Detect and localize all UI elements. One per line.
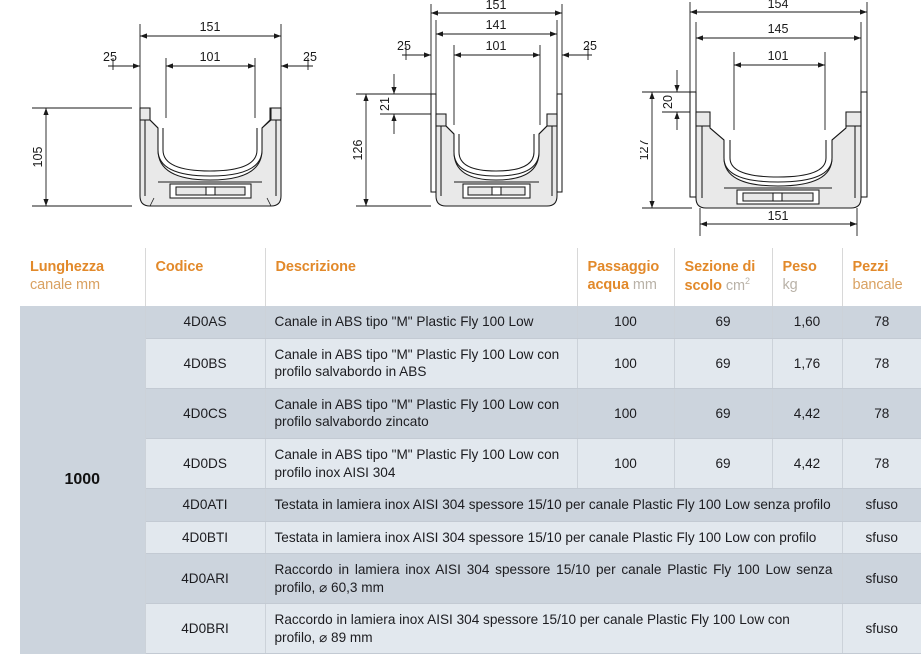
col-header-lunghezza: Lunghezza canale mm xyxy=(20,248,146,307)
dim-base-width-151: 151 xyxy=(768,209,789,223)
table-row: 4D0BRI Raccordo in lamiera inox AISI 304 … xyxy=(20,603,921,655)
cell-sezione-scolo: 69 xyxy=(674,438,773,490)
cell-passaggio-acqua: 100 xyxy=(577,306,675,339)
cell-passaggio-acqua: 100 xyxy=(577,388,675,440)
cell-pezzi-bancale: 78 xyxy=(842,338,921,389)
dim-profile-height-20: 20 xyxy=(661,95,675,109)
cell-sezione-scolo: 69 xyxy=(674,306,773,339)
cell-codice: 4D0BS xyxy=(145,338,266,389)
technical-drawings-band: 151 101 25 25 xyxy=(0,0,921,243)
col-header-sezione-main: Sezione di xyxy=(684,259,756,275)
cell-peso: 1,60 xyxy=(772,306,843,339)
col-header-sezione-unit: cm xyxy=(725,278,745,295)
table-row: 4D0BTI Testata in lamiera inox AISI 304 s… xyxy=(20,521,921,555)
col-header-sezione-scolo: Sezione di scolo cm2 xyxy=(674,248,773,307)
cell-descrizione: Testata in lamiera inox AISI 304 spessor… xyxy=(265,488,843,522)
cell-descrizione: Raccordo in lamiera inox AISI 304 spesso… xyxy=(265,603,843,655)
col-header-passaggio-main: Passaggio xyxy=(587,259,660,275)
table-row: 1000 4D0AS Canale in ABS tipo "M" Plastic … xyxy=(20,306,921,654)
table-body: 1000 4D0AS Canale in ABS tipo "M" Plastic … xyxy=(20,306,921,655)
col-header-sezione-unit-sup: 2 xyxy=(744,276,750,287)
col-header-lunghezza-sub: canale mm xyxy=(30,277,101,294)
cell-passaggio-acqua: 100 xyxy=(577,338,675,389)
cell-codice: 4D0DS xyxy=(145,438,266,490)
dim-profile-height-21: 21 xyxy=(378,97,392,111)
drawing-1-cross-section-channel-low: 151 101 25 25 xyxy=(0,0,350,243)
col-header-passaggio-acqua: Passaggio acqua mm xyxy=(577,248,675,307)
col-header-codice-main: Codice xyxy=(155,259,204,275)
table-row: 4D0BS Canale in ABS tipo "M" Plastic Fly … xyxy=(20,338,921,389)
dim-inner-width-101: 101 xyxy=(768,49,789,63)
cell-pezzi-bancale: 78 xyxy=(842,306,921,339)
table-header: Lunghezza canale mm Codice Descrizione P… xyxy=(20,248,921,307)
col-header-descrizione-main: Descrizione xyxy=(275,259,356,275)
cell-sezione-scolo: 69 xyxy=(674,338,773,389)
drawing-3-cross-section-with-stainless-profile: 154 145 101 xyxy=(640,0,921,243)
cell-passaggio-acqua: 100 xyxy=(577,438,675,490)
cell-pezzi-bancale: sfuso xyxy=(842,488,921,522)
col-header-pezzi: Pezzi bancale xyxy=(842,248,921,307)
col-header-lunghezza-main: Lunghezza xyxy=(30,259,105,275)
dim-total-width-154: 154 xyxy=(768,0,789,11)
dim-total-width-151: 151 xyxy=(200,20,221,34)
cell-codice: 4D0AS xyxy=(145,306,266,339)
cell-descrizione: Raccordo in lamiera inox AISI 304 spesso… xyxy=(265,553,843,605)
product-spec-table-wrapper: Lunghezza canale mm Codice Descrizione P… xyxy=(20,248,921,655)
dim-total-width-151: 151 xyxy=(486,0,507,12)
cell-descrizione: Canale in ABS tipo "M" Plastic Fly 100 L… xyxy=(265,338,578,389)
cell-pezzi-bancale: sfuso xyxy=(842,603,921,655)
col-header-peso: Peso kg xyxy=(772,248,843,307)
dim-height-126: 126 xyxy=(351,140,365,161)
dim-inner-width-101: 101 xyxy=(486,39,507,53)
cell-codice: 4D0ATI xyxy=(145,488,266,522)
product-spec-table: Lunghezza canale mm Codice Descrizione P… xyxy=(20,248,921,655)
cell-descrizione: Canale in ABS tipo "M" Plastic Fly 100 L… xyxy=(265,306,578,339)
dim-left-edge-25: 25 xyxy=(103,50,117,64)
col-header-passaggio-unit: mm xyxy=(632,277,657,294)
cell-descrizione: Canale in ABS tipo "M" Plastic Fly 100 L… xyxy=(265,438,578,490)
cell-codice: 4D0CS xyxy=(145,388,266,440)
col-header-codice: Codice xyxy=(145,248,266,307)
cell-peso: 4,42 xyxy=(772,388,843,440)
dim-right-edge-25: 25 xyxy=(583,39,597,53)
dim-profile-width-145: 145 xyxy=(768,22,789,36)
cell-pezzi-bancale: sfuso xyxy=(842,553,921,605)
col-header-descrizione: Descrizione xyxy=(265,248,578,307)
cell-descrizione: Testata in lamiera inox AISI 304 spessor… xyxy=(265,521,843,555)
cell-pezzi-bancale: sfuso xyxy=(842,521,921,555)
col-header-peso-unit: kg xyxy=(782,277,798,294)
col-header-passaggio-strong: acqua xyxy=(587,277,630,294)
dim-right-edge-25: 25 xyxy=(303,50,317,64)
cell-descrizione: Canale in ABS tipo "M" Plastic Fly 100 L… xyxy=(265,388,578,440)
dim-height-105: 105 xyxy=(31,147,45,168)
cell-codice: 4D0ARI xyxy=(145,553,266,605)
table-header-row: Lunghezza canale mm Codice Descrizione P… xyxy=(20,248,921,307)
dim-profile-width-141: 141 xyxy=(486,18,507,32)
cell-peso: 1,76 xyxy=(772,338,843,389)
dim-left-edge-25: 25 xyxy=(397,39,411,53)
cell-codice: 4D0BRI xyxy=(145,603,266,655)
col-header-sezione-strong: scolo xyxy=(684,278,722,295)
cell-pezzi-bancale: 78 xyxy=(842,388,921,440)
cell-peso: 4,42 xyxy=(772,438,843,490)
cell-lunghezza-canale: 1000 xyxy=(20,306,146,654)
col-header-pezzi-sub: bancale xyxy=(852,277,903,294)
table-row: 4D0ATI Testata in lamiera inox AISI 304 s… xyxy=(20,488,921,522)
col-header-peso-main: Peso xyxy=(782,259,817,275)
drawing-2-cross-section-with-edge-profile: 151 141 101 25 xyxy=(350,0,640,243)
table-row: 4D0ARI Raccordo in lamiera inox AISI 304 … xyxy=(20,553,921,605)
table-row: 4D0CS Canale in ABS tipo "M" Plastic Fly … xyxy=(20,388,921,440)
col-header-pezzi-main: Pezzi xyxy=(852,259,889,275)
dim-inner-width-101: 101 xyxy=(200,50,221,64)
dim-height-127: 127 xyxy=(640,140,651,161)
table-row: 4D0DS Canale in ABS tipo "M" Plastic Fly … xyxy=(20,438,921,490)
cell-pezzi-bancale: 78 xyxy=(842,438,921,490)
cell-sezione-scolo: 69 xyxy=(674,388,773,440)
cell-codice: 4D0BTI xyxy=(145,521,266,555)
